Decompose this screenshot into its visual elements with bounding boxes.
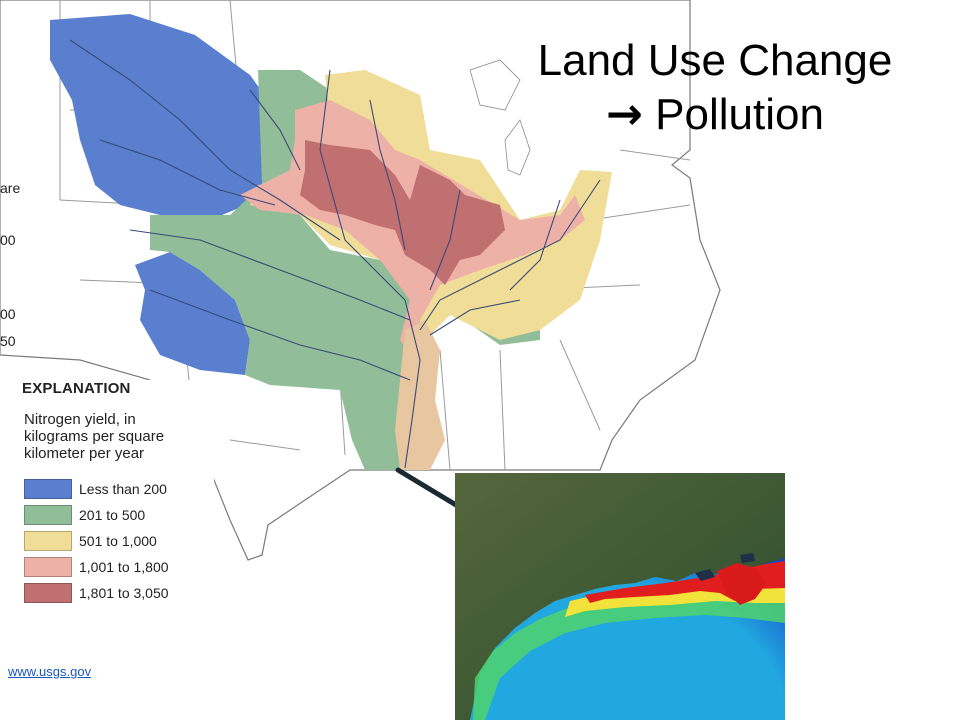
legend-item: 201 to 500 xyxy=(24,502,214,528)
bloom-green xyxy=(473,573,785,720)
legend-heading: EXPLANATION xyxy=(22,380,131,397)
edge-label-4: 50 xyxy=(0,333,16,349)
title-line-2: → Pollution xyxy=(470,88,960,142)
legend-item: Less than 200 xyxy=(24,476,214,502)
legend-item: 501 to 1,000 xyxy=(24,528,214,554)
legend-swatch xyxy=(24,479,72,499)
title-line-1: Land Use Change xyxy=(537,36,893,85)
legend-item: 1,001 to 1,800 xyxy=(24,554,214,580)
map-legend: EXPLANATION Nitrogen yield, in kilograms… xyxy=(14,380,214,606)
legend-swatch xyxy=(24,505,72,525)
legend-description: Nitrogen yield, in kilograms per square … xyxy=(24,411,165,462)
legend-item: 1,801 to 3,050 xyxy=(24,580,214,606)
legend-swatch xyxy=(24,531,72,551)
legend-label: 501 to 1,000 xyxy=(79,533,157,549)
coast-land xyxy=(455,473,785,720)
missouri-basin-region xyxy=(50,14,275,220)
source-link[interactable]: www.usgs.gov xyxy=(8,664,92,679)
legend-label: 1,001 to 1,800 xyxy=(79,559,169,575)
legend-label: 1,801 to 3,050 xyxy=(79,585,169,601)
edge-label-1: are xyxy=(0,180,21,196)
legend-swatch xyxy=(24,583,72,603)
great-lakes xyxy=(469,59,531,176)
slide-title: Land Use Change → Pollution xyxy=(470,34,960,142)
legend-label: 201 to 500 xyxy=(79,507,146,523)
river-network xyxy=(69,39,601,469)
edge-label-2: 00 xyxy=(0,232,16,248)
title-line-2-text: Pollution xyxy=(655,90,824,139)
delta-lakes xyxy=(695,553,755,581)
gulf-satellite-image xyxy=(455,473,785,720)
lower-mississippi-region xyxy=(395,320,445,470)
central-green-region xyxy=(150,70,540,470)
bloom-red-plume xyxy=(717,563,767,605)
legend-swatch xyxy=(24,557,72,577)
arrow-right-icon: → xyxy=(606,89,643,140)
legend-label: Less than 200 xyxy=(79,481,167,497)
arkansas-basin-region xyxy=(135,252,250,375)
cornbelt-darkred-region xyxy=(300,140,505,285)
edge-label-3: 00 xyxy=(0,306,16,322)
